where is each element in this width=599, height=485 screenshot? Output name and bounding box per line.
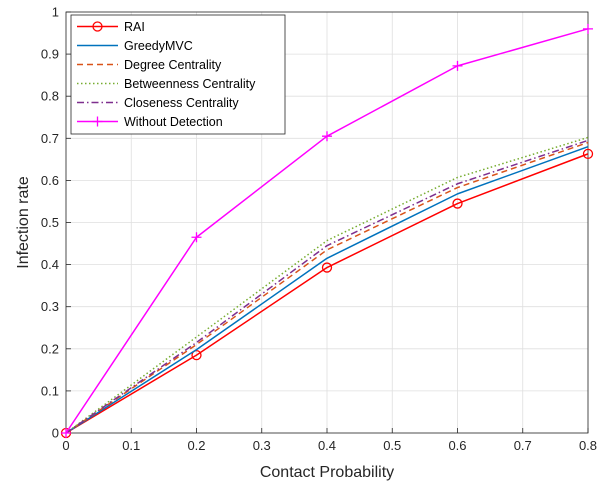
- legend-item-betweenness-centrality: Betweenness Centrality: [77, 77, 256, 91]
- legend-label: Without Detection: [124, 115, 223, 129]
- y-tick-label: 0.8: [41, 89, 59, 104]
- data-point-without-detection: [191, 232, 202, 243]
- series-line-closeness-centrality: [65, 139, 589, 434]
- y-tick-label: 0.3: [41, 299, 59, 314]
- x-tick-label: 0.5: [383, 438, 401, 453]
- legend-box: [70, 14, 286, 135]
- series-closeness-centrality: [65, 139, 589, 434]
- x-tick-label: 0.7: [514, 438, 532, 453]
- series-line-betweenness-centrality: [65, 136, 589, 434]
- series-degree-centrality: [65, 141, 589, 434]
- y-axis-title: Infection rate: [15, 176, 32, 269]
- legend-label: Betweenness Centrality: [124, 77, 256, 91]
- series-betweenness-centrality: [65, 136, 589, 434]
- legend-item-closeness-centrality: Closeness Centrality: [77, 96, 239, 110]
- data-point-without-detection: [583, 23, 593, 34]
- y-tick-label: 0.5: [41, 215, 59, 230]
- y-tick-label: 0: [52, 426, 59, 441]
- series-line-rai: [65, 153, 589, 434]
- series-rai: [60, 148, 594, 439]
- series-without-detection: [61, 23, 593, 438]
- legend-item-rai: RAI: [77, 20, 145, 34]
- y-tick-label: 1: [52, 5, 59, 20]
- legend-marker: [92, 21, 103, 32]
- legend-item-greedymvc: GreedyMVC: [77, 39, 193, 53]
- legend-label: RAI: [124, 20, 145, 34]
- legend-label: Degree Centrality: [124, 58, 222, 72]
- data-point-without-detection: [61, 428, 71, 438]
- legend-label: Closeness Centrality: [124, 96, 239, 110]
- y-tick-label: 0.7: [41, 131, 59, 146]
- x-tick-label: 0: [62, 438, 69, 453]
- x-tick-label: 0.3: [253, 438, 271, 453]
- legend-item-degree-centrality: Degree Centrality: [77, 58, 222, 72]
- series-line-greedymvc: [65, 146, 589, 434]
- legend: RAI GreedyMVC Degree Centrality Betweenness…: [70, 14, 286, 135]
- legend-label: GreedyMVC: [124, 39, 193, 53]
- series-greedymvc: [65, 146, 589, 434]
- x-tick-label: 0.8: [579, 438, 597, 453]
- y-tick-label: 0.9: [41, 47, 59, 62]
- y-tick-label: 0.6: [41, 173, 59, 188]
- x-tick-label: 0.1: [122, 438, 140, 453]
- legend-marker: [92, 116, 103, 127]
- x-tick-label: 0.4: [318, 438, 336, 453]
- series-line-degree-centrality: [65, 141, 589, 434]
- y-tick-label: 0.1: [41, 383, 59, 398]
- x-axis: 0 0.1 0.2 0.3 0.4 0.5 0.6 0.7 0.8: [62, 428, 597, 453]
- data-point-without-detection: [452, 60, 463, 71]
- y-axis: 0 0.1 0.2 0.3 0.4 0.5 0.6 0.7 0.8 0.9 1: [41, 5, 71, 441]
- data-point-rai: [321, 262, 333, 273]
- data-point-rai: [191, 349, 202, 361]
- x-tick-label: 0.2: [187, 438, 205, 453]
- data-point-without-detection: [322, 131, 332, 142]
- y-tick-label: 0.2: [41, 341, 59, 356]
- data-point-rai: [582, 148, 594, 160]
- series-group: [60, 23, 594, 439]
- x-tick-label: 0.6: [448, 438, 466, 453]
- x-axis-title: Contact Probability: [260, 464, 394, 481]
- legend-item-without-detection: Without Detection: [77, 115, 223, 129]
- y-tick-label: 0.4: [41, 257, 59, 272]
- data-point-rai: [452, 198, 463, 209]
